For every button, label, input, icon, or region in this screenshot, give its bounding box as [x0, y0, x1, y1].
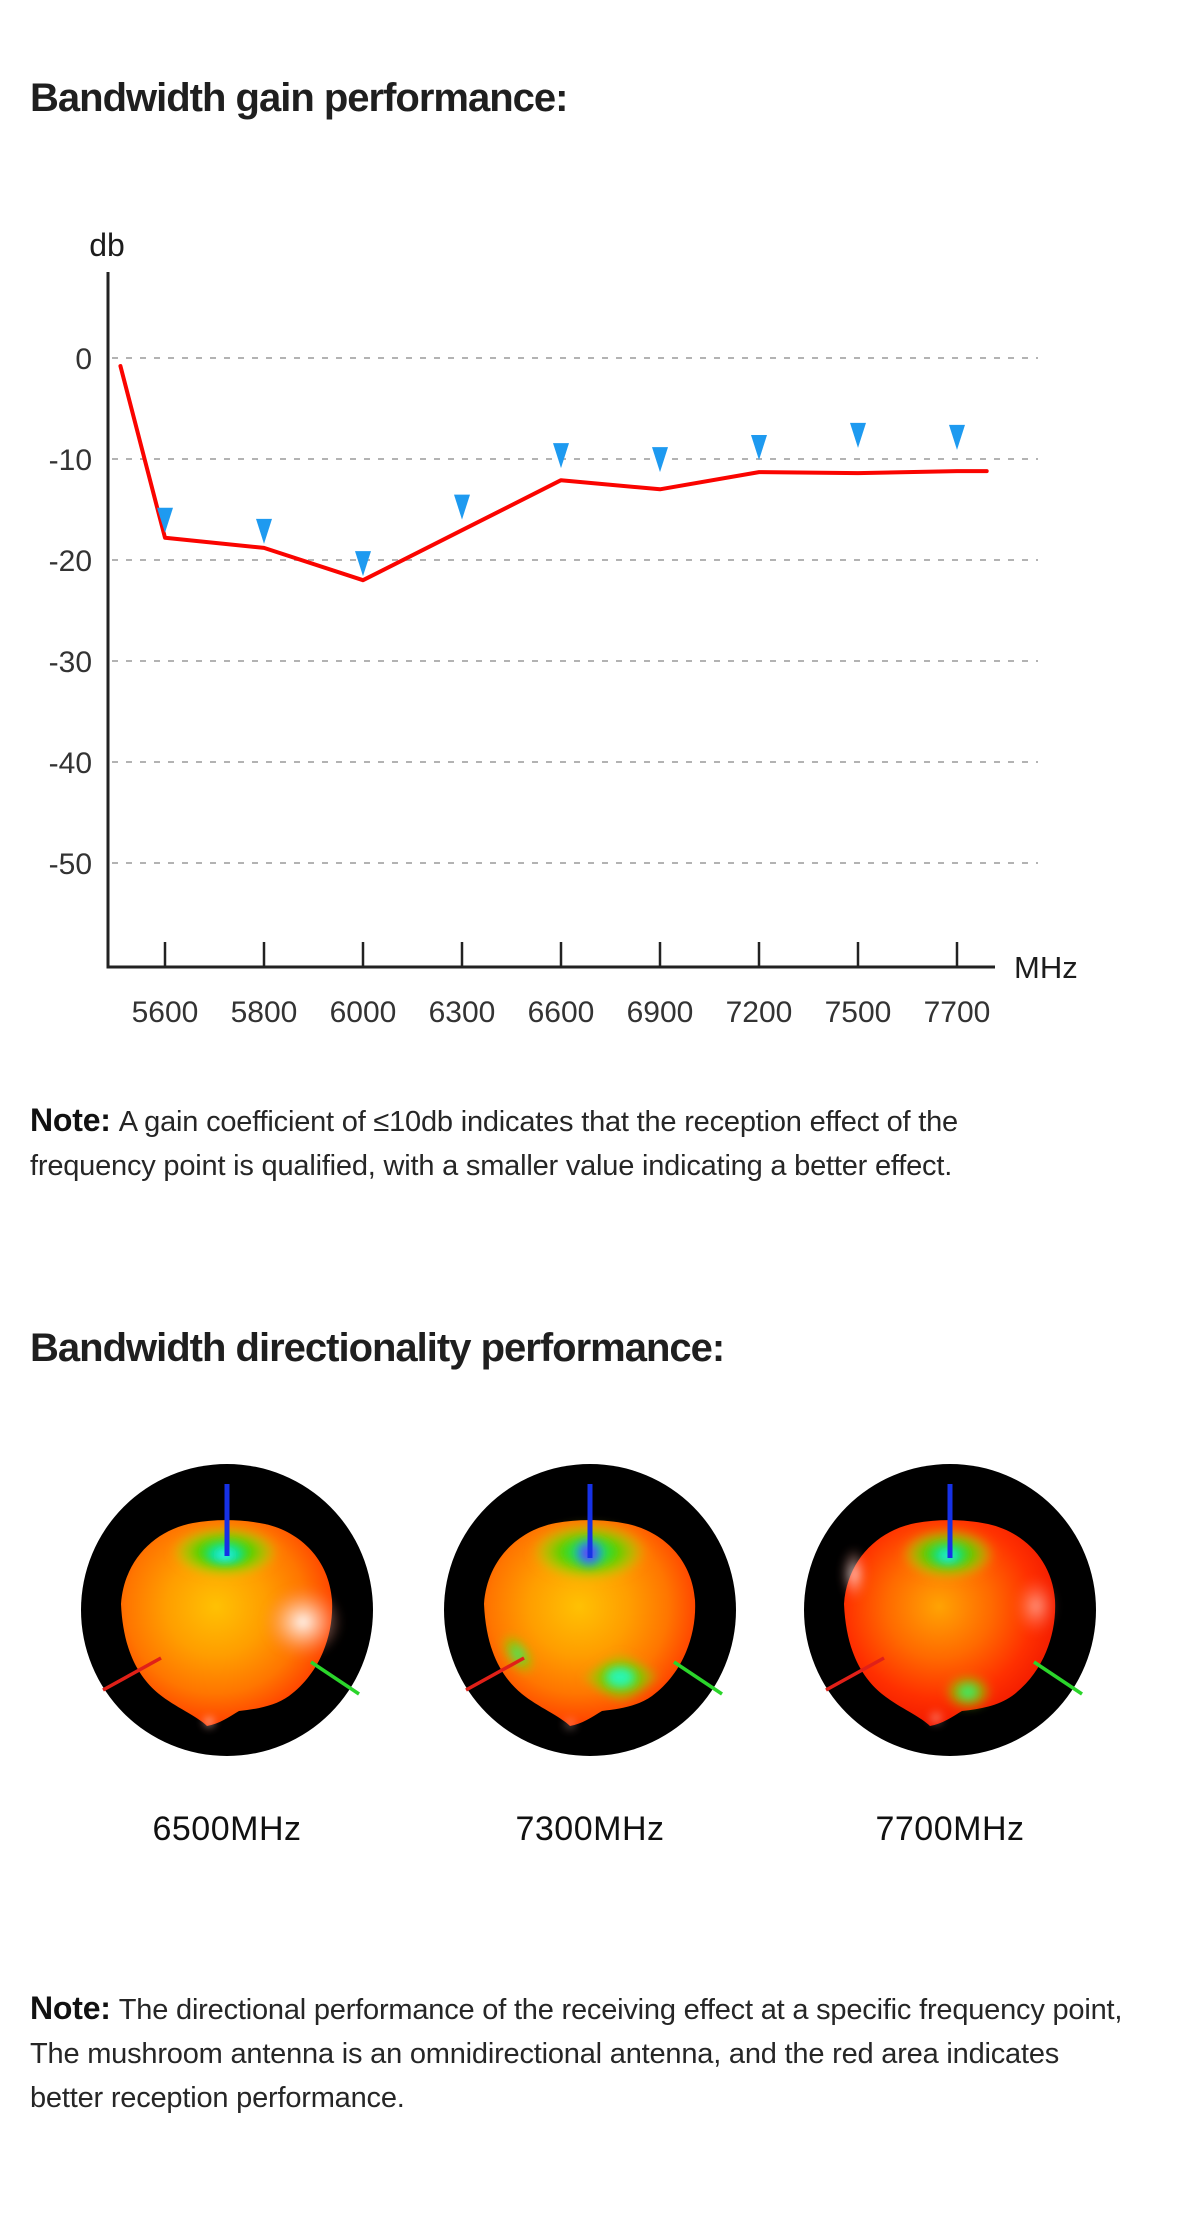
section-title-directionality: Bandwidth directionality performance:	[30, 1326, 725, 1370]
radiation-pattern-7700mhz	[804, 1464, 1096, 1756]
y-tick-label: -20	[49, 545, 92, 578]
x-tick-label: 7200	[726, 996, 793, 1029]
note-gain-prefix: Note:	[30, 1102, 111, 1138]
x-axis-unit-label: MHz	[1014, 950, 1078, 985]
y-tick-label: -40	[49, 747, 92, 780]
radiation-pattern-7300mhz	[444, 1464, 736, 1756]
bottom-null-spot	[944, 1674, 992, 1710]
y-tick-label: -30	[49, 646, 92, 679]
x-axis-line	[465, 1656, 525, 1692]
y-axis-unit-label: db	[89, 227, 125, 263]
x-tick-label: 5800	[231, 996, 298, 1029]
x-tick-label: 6000	[330, 996, 397, 1029]
x-tick-label: 6300	[429, 996, 496, 1029]
marker-triangle-6600	[553, 443, 569, 469]
x-axis-line	[825, 1656, 885, 1692]
note-directionality-prefix: Note:	[30, 1990, 111, 2026]
hotspot-left	[841, 1547, 867, 1601]
hotspot-right	[1014, 1576, 1058, 1636]
hotspot-white	[263, 1585, 343, 1659]
marker-triangle-5600	[157, 507, 173, 533]
section-title-gain: Bandwidth gain performance:	[30, 76, 568, 120]
y-axis-line	[310, 1660, 360, 1696]
pattern-label-7700mhz: 7700MHz	[875, 1810, 1025, 1848]
gain-chart: 0 -10 -20 -30 -40 -50 5600 5800 6000 6300 6600 6900…	[49, 227, 1078, 1029]
note-gain-line2: frequency point is qualified, with a sma…	[30, 1150, 953, 1182]
y-axis-line	[1033, 1660, 1083, 1696]
marker-triangle-7500	[850, 422, 866, 448]
radiation-pattern-6500mhz	[81, 1464, 373, 1756]
gain-line	[118, 364, 989, 583]
side-null-smear	[500, 1632, 536, 1676]
hotspot-bottom	[928, 1710, 944, 1726]
pattern-label-6500mhz: 6500MHz	[152, 1810, 302, 1848]
note-gain-line1: A gain coefficient of ≤10db indicates th…	[118, 1106, 958, 1138]
pattern-lobe	[121, 1520, 333, 1726]
y-tick-label: -50	[49, 848, 92, 881]
x-tick-label: 5600	[132, 996, 199, 1029]
marker-triangle-7700	[949, 424, 965, 450]
note-directionality-line2: The mushroom antenna is an omnidirection…	[30, 2038, 1060, 2070]
marker-triangle-5800	[256, 518, 272, 544]
note-gain: Note: A gain coefficient of ≤10db indicat…	[30, 1098, 1180, 1188]
x-tick-label: 6600	[528, 996, 595, 1029]
y-axis-line	[673, 1660, 723, 1696]
y-tick-label: 0	[75, 343, 92, 376]
bottom-null-core	[607, 1669, 633, 1685]
marker-triangle-6900	[652, 447, 668, 473]
hotspot-bottom	[201, 1714, 217, 1730]
marker-triangle-7200	[751, 435, 767, 461]
x-tick-label: 7700	[924, 996, 991, 1029]
marker-triangle-6000	[355, 551, 371, 577]
hotspot-bottom	[563, 1717, 577, 1731]
note-directionality-line3: better reception performance.	[30, 2082, 405, 2114]
note-directionality-line1: The directional performance of the recei…	[118, 1994, 1123, 2026]
x-axis-line	[102, 1656, 162, 1692]
note-directionality: Note: The directional performance of the …	[30, 1986, 1180, 2120]
x-tick-label: 7500	[825, 996, 892, 1029]
marker-triangle-6300	[454, 494, 470, 520]
pattern-label-7300mhz: 7300MHz	[515, 1810, 665, 1848]
y-tick-label: -10	[49, 444, 92, 477]
pattern-lobe	[844, 1520, 1056, 1726]
x-tick-label: 6900	[627, 996, 694, 1029]
